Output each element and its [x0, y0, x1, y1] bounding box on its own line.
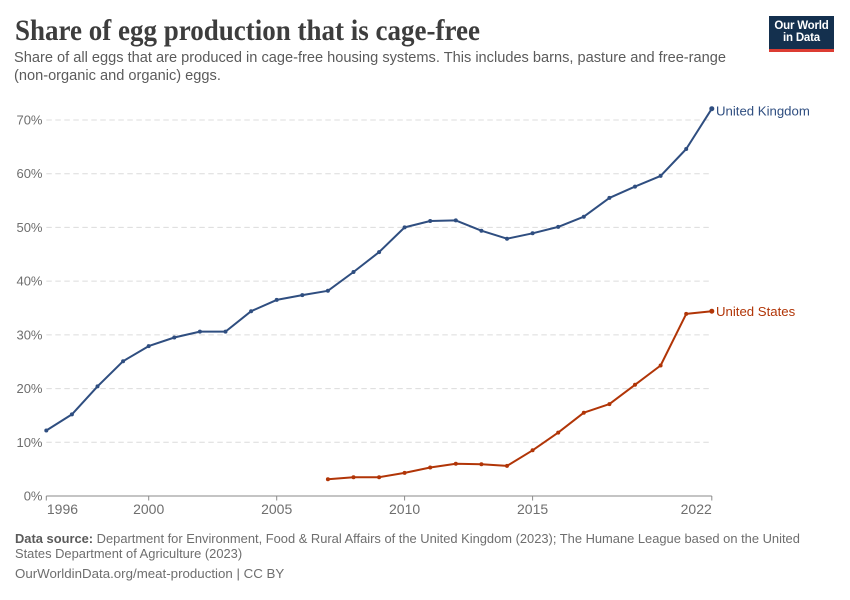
svg-text:40%: 40% — [16, 274, 42, 289]
svg-text:10%: 10% — [16, 435, 42, 450]
svg-text:2010: 2010 — [389, 501, 420, 517]
svg-text:70%: 70% — [16, 113, 42, 128]
svg-text:60%: 60% — [16, 166, 42, 181]
svg-text:2022: 2022 — [681, 501, 712, 517]
svg-text:50%: 50% — [16, 220, 42, 235]
svg-text:0%: 0% — [24, 489, 43, 504]
svg-text:2015: 2015 — [517, 501, 548, 517]
svg-text:2005: 2005 — [261, 501, 292, 517]
svg-text:United States: United States — [716, 304, 796, 319]
svg-text:1996: 1996 — [47, 501, 78, 517]
svg-text:2000: 2000 — [133, 501, 164, 517]
svg-text:30%: 30% — [16, 327, 42, 342]
svg-text:United Kingdom: United Kingdom — [716, 104, 810, 119]
svg-text:20%: 20% — [16, 381, 42, 396]
